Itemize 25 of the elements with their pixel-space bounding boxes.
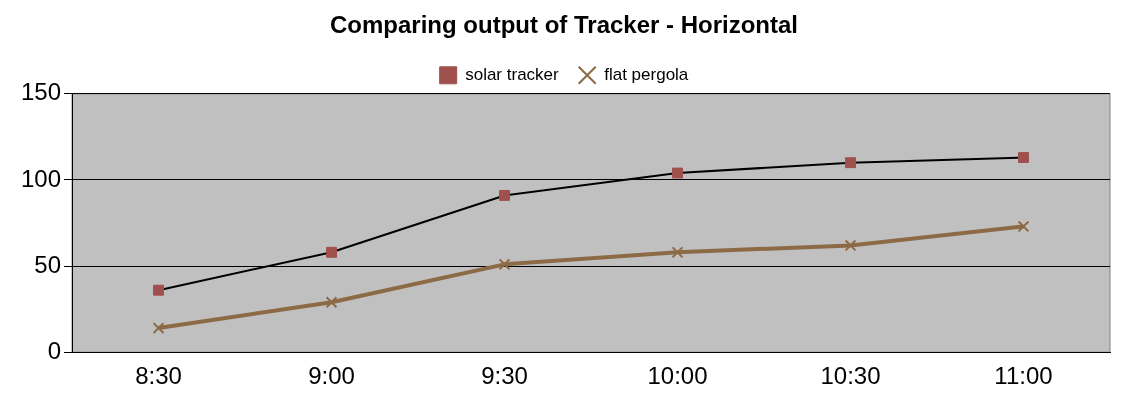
point [325,296,338,309]
point [672,167,683,179]
x-tick-label: 10:00 [647,362,708,390]
chart-title: Comparing output of Tracker - Horizontal [329,11,799,39]
y-tick-label: 150 [21,78,62,106]
point [152,322,165,335]
point [671,246,684,259]
y-tick-label: 100 [21,164,62,192]
point [153,284,164,296]
x-tick-label: 9:00 [308,362,355,390]
point [498,258,511,271]
legend-label: flat pergola [604,64,689,84]
y-tick-label: 0 [47,336,62,364]
legend-label: solar tracker [465,64,560,84]
x-tick-label: 9:30 [481,362,528,390]
point [844,239,857,252]
point [326,246,337,258]
point [845,157,856,169]
point [499,189,510,201]
y-tick-label: 50 [34,250,62,278]
point [1018,152,1029,163]
x-tick-label: 10:30 [820,362,881,390]
x-tick-label: 11:00 [994,362,1053,390]
x-tick-label: 8:30 [135,362,182,390]
point [1017,220,1030,233]
